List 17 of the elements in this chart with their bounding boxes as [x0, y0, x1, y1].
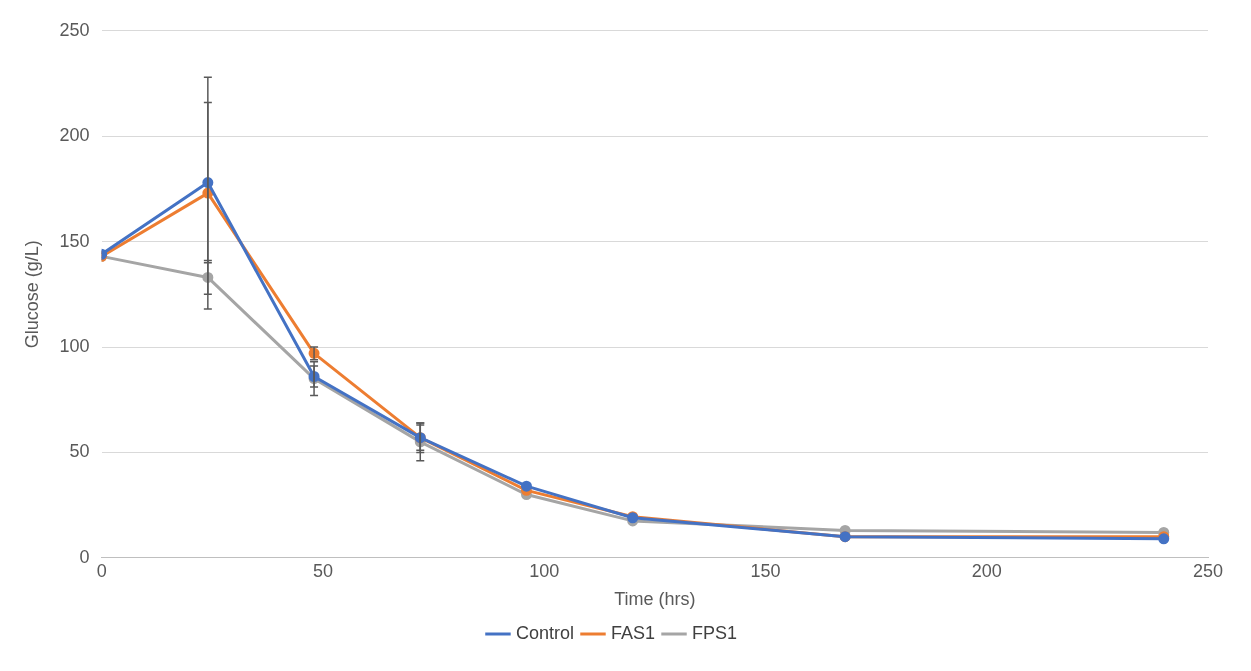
- x-tick-label: 100: [529, 560, 560, 581]
- legend-label: Control: [515, 622, 574, 643]
- x-tick-label: 250: [1192, 560, 1224, 581]
- y-axis-title: Glucose (g/L): [21, 240, 42, 349]
- x-axis-title: Time (hrs): [614, 589, 696, 610]
- x-tick-label: 200: [971, 560, 1002, 581]
- legend-label: FPS1: [692, 622, 738, 643]
- x-tick-label: 150: [750, 560, 781, 581]
- x-tick-label: 50: [312, 560, 333, 581]
- y-tick-label: 100: [59, 335, 90, 356]
- y-tick-label: 200: [59, 125, 90, 146]
- legend-label: FAS1: [610, 622, 656, 643]
- y-tick-label: 250: [59, 19, 90, 40]
- y-tick-label: 150: [59, 230, 90, 251]
- y-tick-label: 0: [79, 546, 90, 567]
- x-tick-label: 0: [96, 560, 107, 581]
- y-tick-label: 50: [69, 441, 90, 462]
